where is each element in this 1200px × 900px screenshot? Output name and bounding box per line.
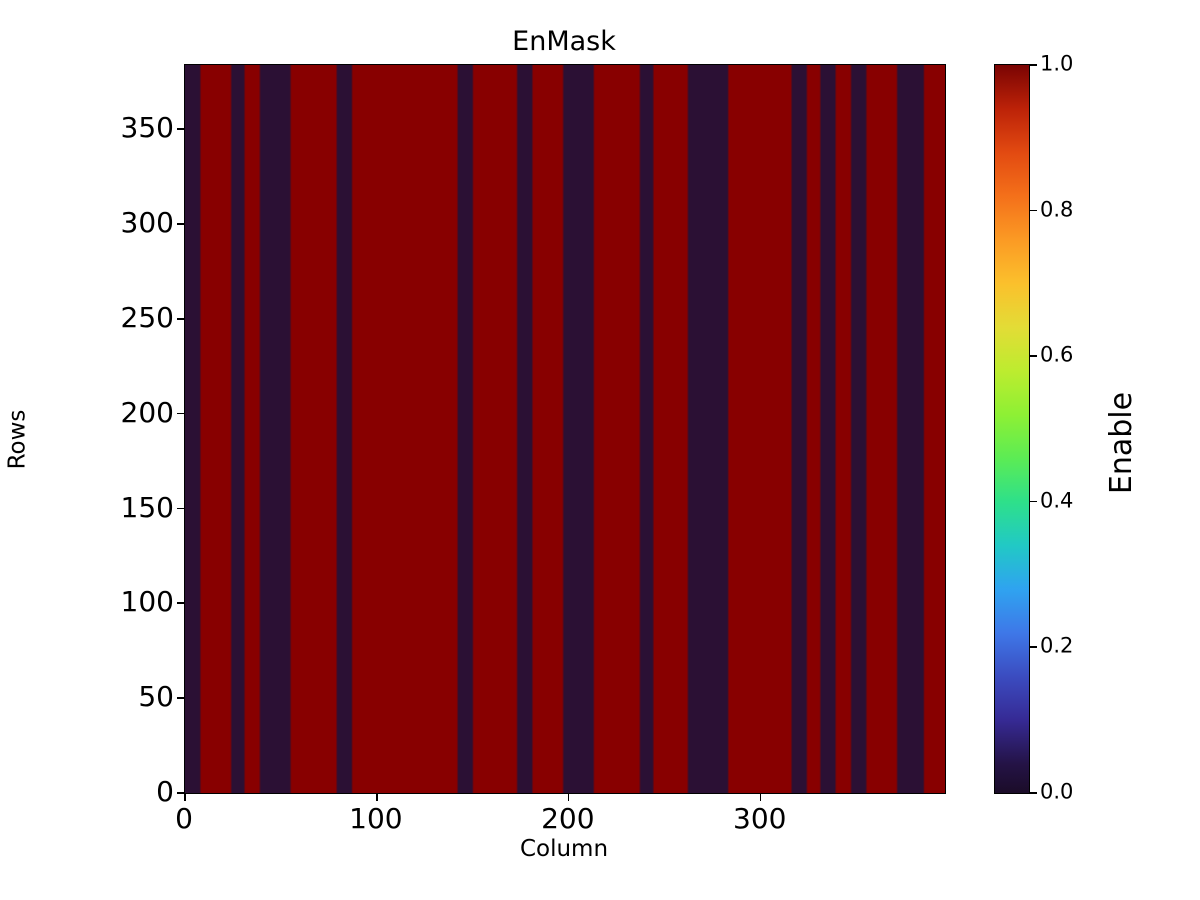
y-tick-mark: [177, 507, 184, 510]
x-tick-mark: [759, 793, 762, 801]
colorbar-tick-mark: [1029, 209, 1037, 212]
y-tick-mark: [177, 223, 184, 225]
y-tick-label: 250: [120, 301, 174, 335]
y-tick-label: 150: [120, 490, 174, 524]
y-tick-label: 200: [120, 395, 174, 429]
heatmap-image[interactable]: [185, 65, 945, 793]
y-tick-mark: [177, 128, 184, 131]
y-tick-mark: [177, 412, 184, 415]
x-tick-mark: [567, 793, 570, 801]
y-tick-label: 100: [120, 585, 174, 619]
colorbar-tick-mark: [1029, 355, 1037, 357]
y-axis-label: Rows: [4, 409, 31, 470]
colorbar-tick-mark: [1029, 500, 1037, 503]
x-tick-mark: [375, 793, 378, 801]
colorbar-tick-label: 0.0: [1040, 779, 1074, 804]
y-tick-mark: [177, 697, 184, 699]
colorbar-tick-label: 1.0: [1040, 51, 1074, 76]
colorbar-tick-label: 0.6: [1040, 342, 1074, 367]
x-tick-label: 300: [733, 802, 787, 835]
colorbar-tick-label: 0.4: [1040, 488, 1074, 513]
colorbar-tick-label: 0.2: [1040, 633, 1074, 658]
x-tick-label: 200: [541, 802, 595, 835]
y-tick-label: 350: [120, 111, 174, 145]
x-tick-label: 100: [349, 802, 403, 835]
y-tick-label: 50: [138, 680, 174, 714]
page-title: EnMask: [512, 26, 616, 57]
colorbar-tick-mark: [1029, 64, 1037, 66]
y-tick-mark: [177, 792, 184, 794]
colorbar-tick-mark: [1029, 646, 1037, 648]
colorbar-label: Enable: [1104, 391, 1139, 495]
y-tick-mark: [177, 318, 184, 320]
x-axis-label: Column: [519, 836, 609, 862]
y-tick-label: 300: [120, 206, 174, 240]
x-tick-mark: [184, 793, 186, 801]
colorbar-tick-label: 0.8: [1040, 197, 1074, 222]
colorbar-tick-mark: [1029, 792, 1037, 794]
colorbar[interactable]: [994, 64, 1030, 794]
y-tick-label: 0: [156, 775, 174, 808]
heatmap-axes[interactable]: [184, 64, 946, 794]
colorbar-gradient: [995, 65, 1029, 793]
x-tick-label: 0: [175, 802, 193, 835]
y-tick-mark: [177, 602, 184, 604]
